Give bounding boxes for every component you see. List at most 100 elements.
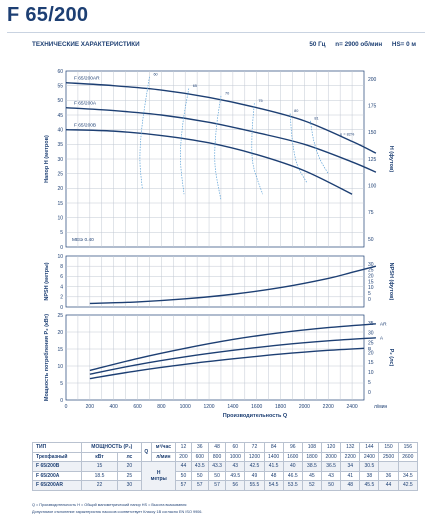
head-value: 49 xyxy=(244,470,265,481)
q-lmin-value: 2000 xyxy=(320,451,342,462)
q-m3h-value: 120 xyxy=(320,442,342,453)
q-m3h-value: 60 xyxy=(225,442,246,453)
head-value: 42.5 xyxy=(244,461,265,472)
series-curve xyxy=(65,106,377,173)
pump-type: F 65/200B xyxy=(31,461,83,472)
q-lmin-value: 1800 xyxy=(301,451,323,462)
efficiency-isoline xyxy=(180,88,190,195)
efficiency-isoline xyxy=(139,76,150,189)
y-tick-label: 60 xyxy=(57,69,63,75)
q-lmin-value: 2200 xyxy=(340,451,361,462)
q-m3h-value: 36 xyxy=(190,442,209,453)
head-value xyxy=(378,461,399,472)
head-value: 41 xyxy=(340,470,361,481)
series-label: A xyxy=(380,335,384,341)
x-tick-label: 1000 xyxy=(180,404,191,410)
y-tick-label: 5 xyxy=(60,230,63,236)
y-right-tick-label: 75 xyxy=(368,210,374,216)
head-value: 36 xyxy=(378,470,399,481)
head-value: 57 xyxy=(190,480,209,491)
q-lmin-value: 200 xyxy=(175,451,192,462)
head-value: 38.5 xyxy=(301,461,323,472)
q-lmin-value: 2600 xyxy=(397,451,419,462)
head-value: 34 xyxy=(340,461,361,472)
y-right-tick-label: 125 xyxy=(368,157,377,163)
y-right-axis-label: NPSH (футов) xyxy=(388,263,395,301)
y-tick-label: 10 xyxy=(57,364,63,370)
series-curve xyxy=(89,323,376,372)
head-value: 56 xyxy=(225,480,246,491)
power-kw: 15 xyxy=(81,461,118,472)
y-axis-label: Мощность потребления P₂ (кВт) xyxy=(43,314,50,401)
head-value: 48 xyxy=(340,480,361,491)
efficiency-isoline xyxy=(310,120,329,174)
chart-frame xyxy=(65,314,365,401)
x-tick-label: 1600 xyxy=(251,404,262,410)
head-value: 48 xyxy=(263,470,284,481)
y-tick-label: 50 xyxy=(57,98,63,104)
head-value: 50 xyxy=(175,470,192,481)
q-lmin-value: 1400 xyxy=(263,451,284,462)
y-tick-label: 15 xyxy=(57,201,63,207)
power-kw: 22 xyxy=(81,480,118,491)
y-right-tick-label: 100 xyxy=(368,183,377,189)
head-value: 44 xyxy=(378,480,399,491)
q-lmin-value: 1000 xyxy=(225,451,246,462)
series-curve xyxy=(65,128,353,195)
y-right-tick-label: 25 xyxy=(368,341,374,347)
y-right-tick-label: 30 xyxy=(368,262,374,268)
suction-head-label: HS= 0 м xyxy=(391,41,416,48)
series-curve xyxy=(89,347,365,380)
x-tick-label: 2400 xyxy=(347,404,358,410)
x-tick-label: 1400 xyxy=(227,404,238,410)
head-value: 36.5 xyxy=(320,461,342,472)
efficiency-label: 75 xyxy=(258,99,262,103)
x-tick-label: 1200 xyxy=(203,404,214,410)
q-m3h-value: 150 xyxy=(378,442,399,453)
y-right-tick-label: 50 xyxy=(368,237,374,243)
y-tick-label: 5 xyxy=(60,381,63,387)
head-value: 49.5 xyxy=(225,470,246,481)
operating-conditions: 50 Гц n= 2900 об/мин HS= 0 м xyxy=(301,41,416,48)
q-lmin-value: 1200 xyxy=(244,451,265,462)
head-value: 50 xyxy=(320,480,342,491)
y-tick-label: 55 xyxy=(57,83,63,89)
y-right-tick-label: 10 xyxy=(368,285,374,291)
series-label: F 65/200AR xyxy=(74,76,100,82)
efficiency-isoline xyxy=(289,113,308,183)
x-tick-label: 600 xyxy=(133,404,142,410)
head-value: 52 xyxy=(301,480,323,491)
table-row: F 65/200A 18.5 25 50 50 50 49.5 49 48 46.5 45 43 41 3… xyxy=(31,470,419,481)
q-m3h-value: 72 xyxy=(244,442,265,453)
y-tick-label: 0 xyxy=(60,398,63,404)
q-lmin-value: 2400 xyxy=(359,451,380,462)
head-value: 57 xyxy=(207,480,227,491)
performance-charts: 0510152025303540455055605075100125150175… xyxy=(43,69,395,419)
head-value: 43.3 xyxy=(207,461,227,472)
q-m3h-value: 48 xyxy=(207,442,227,453)
hp-label: лс xyxy=(116,451,143,462)
head-value: 43 xyxy=(320,470,342,481)
speed-label: n= 2900 об/мин xyxy=(335,41,383,48)
head-value: 50 xyxy=(207,470,227,481)
x-tick-label: 800 xyxy=(157,404,166,410)
head-value xyxy=(397,461,419,472)
y-axis-label: Напор H (метров) xyxy=(44,135,50,183)
title-rule xyxy=(7,32,425,33)
efficiency-label: 81 xyxy=(314,116,318,120)
head-value: 30.5 xyxy=(359,461,380,472)
y-tick-label: 45 xyxy=(57,113,63,119)
y-tick-label: 10 xyxy=(57,254,63,260)
efficiency-label: 65 xyxy=(193,84,197,88)
head-value: 34.5 xyxy=(397,470,419,481)
footnote-tolerance: Допустимое отклонение характеристик насо… xyxy=(32,510,203,514)
x-tick-label: 200 xyxy=(86,404,95,410)
y-right-tick-label: 5 xyxy=(368,380,371,386)
series-label: AR xyxy=(380,321,387,327)
x-tick-label: 0 xyxy=(65,404,68,410)
q-m3h-value: 12 xyxy=(175,442,192,453)
y-tick-label: 0 xyxy=(60,305,63,311)
power-hp: 20 xyxy=(116,461,143,472)
power-kw: 18.5 xyxy=(81,470,118,481)
